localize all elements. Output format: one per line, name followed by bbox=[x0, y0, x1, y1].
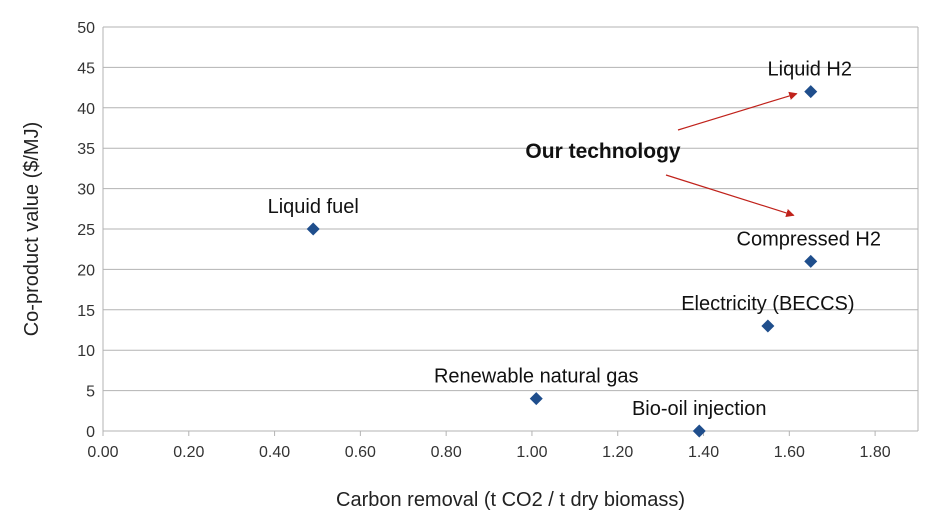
y-tick-label: 15 bbox=[77, 303, 95, 320]
y-axis-title: Co-product value ($/MJ) bbox=[21, 122, 43, 337]
axes: 0 5 10 15 20 25 30 35 40 45 50 0.00 0.20 0.40 0.60 0.80… bbox=[77, 20, 919, 461]
y-tick-label: 50 bbox=[77, 20, 95, 37]
data-point-marker bbox=[692, 424, 706, 438]
y-tick-label: 10 bbox=[77, 343, 95, 360]
x-tick-label: 1.00 bbox=[516, 444, 547, 461]
annotation-text: Our technology bbox=[525, 140, 680, 163]
y-tick-label: 35 bbox=[77, 141, 95, 158]
y-tick-label: 30 bbox=[77, 182, 95, 199]
y-tick-label: 20 bbox=[77, 262, 95, 279]
annotation-arrow bbox=[677, 91, 798, 131]
point-label: Renewable natural gas bbox=[434, 366, 639, 388]
x-tick-label: 1.80 bbox=[860, 444, 891, 461]
data-point-marker bbox=[306, 222, 320, 236]
x-tick-label: 1.60 bbox=[774, 444, 805, 461]
x-tick-label: 1.20 bbox=[602, 444, 633, 461]
point-labels: Liquid fuel Renewable natural gas Bio-oil … bbox=[268, 59, 881, 420]
point-label: Liquid fuel bbox=[268, 196, 359, 218]
y-tick-label: 25 bbox=[77, 222, 95, 239]
x-tick-label: 0.00 bbox=[87, 444, 118, 461]
data-point-marker bbox=[804, 254, 818, 268]
y-tick-label: 0 bbox=[86, 424, 95, 441]
gridlines bbox=[103, 26, 918, 432]
point-label: Bio-oil injection bbox=[632, 398, 767, 420]
x-axis-title: Carbon removal (t CO2 / t dry biomass) bbox=[336, 489, 685, 511]
annotation: Our technology bbox=[525, 91, 798, 218]
x-tick-label: 0.60 bbox=[345, 444, 376, 461]
data-point-marker bbox=[804, 85, 818, 99]
y-tick-label: 45 bbox=[77, 60, 95, 77]
x-tick-label: 0.80 bbox=[431, 444, 462, 461]
x-tick-label: 0.20 bbox=[173, 444, 204, 461]
data-point-marker bbox=[529, 392, 543, 406]
y-tick-label: 5 bbox=[86, 384, 95, 401]
x-tick-label: 0.40 bbox=[259, 444, 290, 461]
annotation-arrow bbox=[665, 174, 795, 218]
x-tick-label: 1.40 bbox=[688, 444, 719, 461]
point-label: Compressed H2 bbox=[737, 228, 882, 250]
y-tick-label: 40 bbox=[77, 101, 95, 118]
data-point-marker bbox=[761, 319, 775, 333]
point-label: Liquid H2 bbox=[768, 59, 853, 81]
point-label: Electricity (BECCS) bbox=[681, 293, 854, 315]
data-points bbox=[306, 85, 818, 438]
